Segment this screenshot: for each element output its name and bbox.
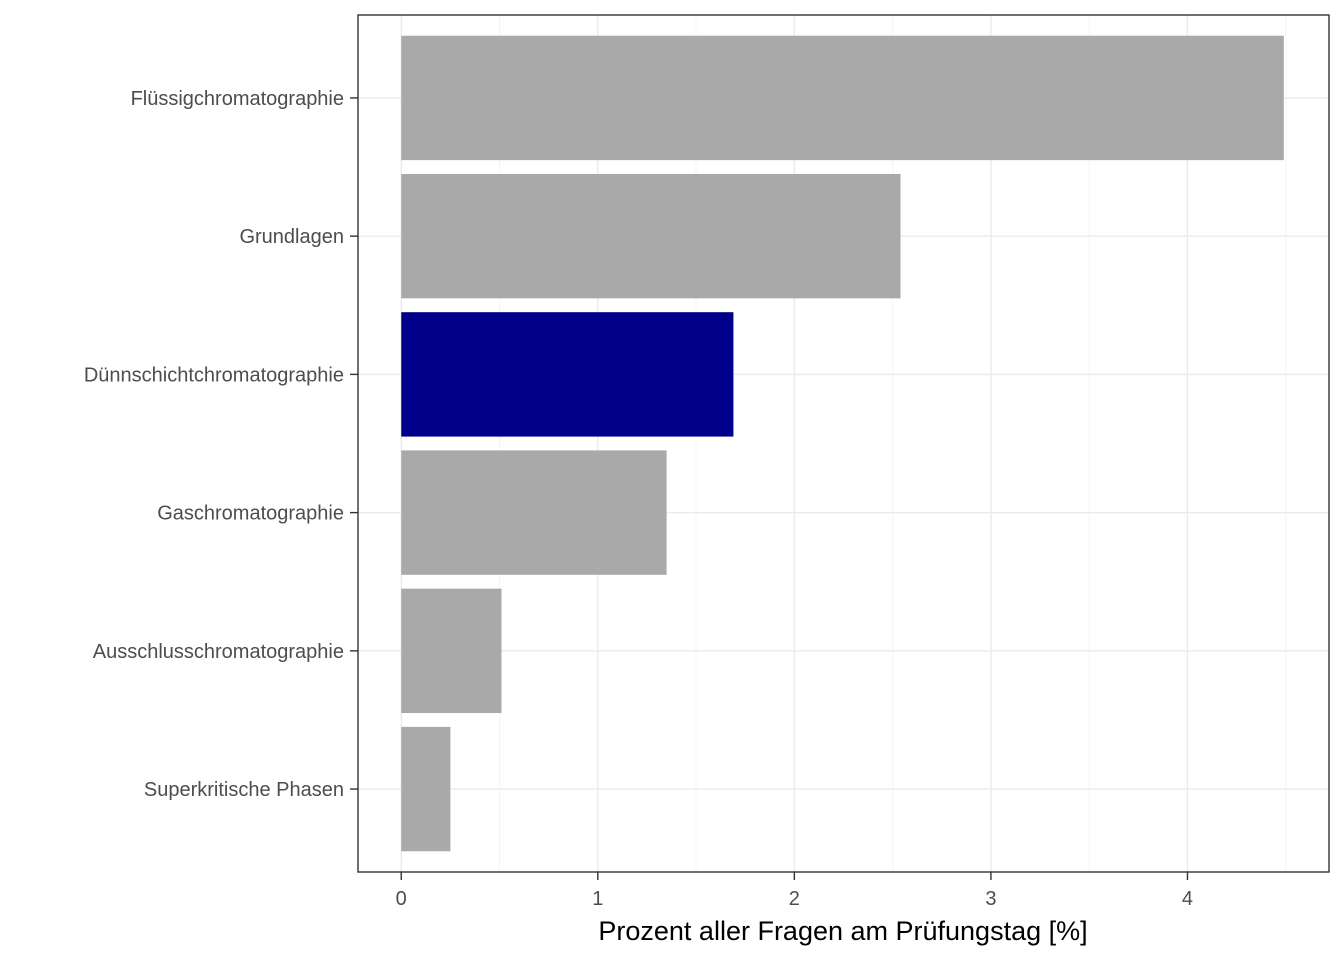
y-tick-label: Gaschromatographie bbox=[157, 503, 344, 525]
x-tick-label: 4 bbox=[1182, 888, 1193, 910]
bar-gaschromatographie bbox=[401, 450, 667, 575]
panel-border bbox=[357, 14, 1330, 873]
x-axis: 0 1 2 3 4 bbox=[396, 872, 1193, 910]
bar-ausschlusschromatographie bbox=[401, 588, 502, 714]
bar-grundlagen bbox=[401, 173, 901, 299]
x-tick-label: 3 bbox=[985, 888, 996, 910]
y-tick-label: Flüssigchromatographie bbox=[131, 88, 344, 110]
bar-flüssigchromatographie bbox=[401, 35, 1284, 161]
y-tick-label: Ausschlusschromatographie bbox=[93, 641, 344, 663]
bars bbox=[401, 35, 1284, 852]
x-axis-title: Prozent aller Fragen am Prüfungstag [%] bbox=[598, 916, 1087, 946]
y-tick-label: Dünnschichtchromatographie bbox=[84, 364, 344, 386]
y-tick-label: Grundlagen bbox=[239, 226, 344, 248]
x-tick-label: 0 bbox=[396, 888, 407, 910]
y-axis: Flüssigchromatographie Grundlagen Dünnschi… bbox=[84, 88, 358, 801]
y-tick-label: Superkritische Phasen bbox=[144, 779, 344, 801]
bar-superkritische-phasen bbox=[401, 726, 451, 852]
bar-dünnschichtchromatographie bbox=[401, 312, 734, 437]
x-tick-label: 2 bbox=[789, 888, 800, 910]
x-tick-label: 1 bbox=[592, 888, 603, 910]
